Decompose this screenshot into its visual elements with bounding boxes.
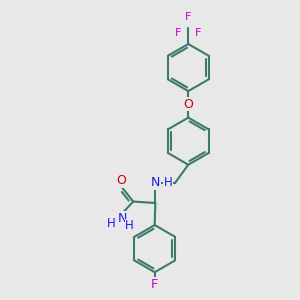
- Text: H: H: [107, 217, 116, 230]
- Text: N: N: [151, 176, 160, 190]
- Text: O: O: [183, 98, 193, 111]
- Text: F: F: [195, 28, 201, 38]
- Text: O: O: [116, 174, 126, 188]
- Text: F: F: [185, 12, 191, 22]
- Text: F: F: [151, 278, 158, 291]
- Text: H: H: [164, 176, 172, 190]
- Text: N: N: [118, 212, 127, 224]
- Text: H: H: [125, 219, 134, 232]
- Text: F: F: [176, 28, 182, 38]
